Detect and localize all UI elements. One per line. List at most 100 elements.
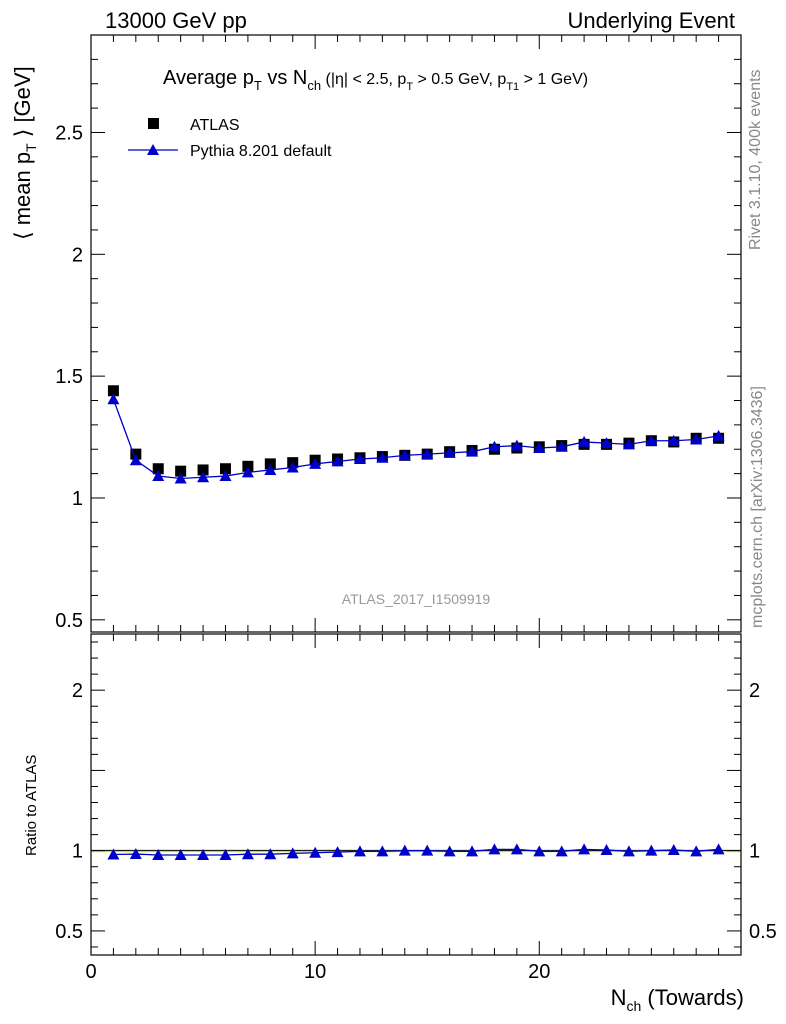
pythia-point bbox=[286, 461, 299, 473]
ratio-ytick-labels: 0.5 0.5 1 1 2 2 bbox=[55, 680, 777, 943]
pythia-point bbox=[578, 435, 591, 447]
main-ytick-labels: 0.5 1 1.5 2 2.5 bbox=[55, 122, 83, 631]
ratio-ytick-label-left: 2 bbox=[72, 680, 83, 702]
ratio-point bbox=[286, 847, 299, 859]
pythia-point bbox=[174, 472, 187, 484]
title-vs: vs N bbox=[262, 67, 308, 89]
legend-pythia-label: Pythia 8.201 default bbox=[190, 143, 332, 160]
xtick-labels: 0 10 20 bbox=[85, 961, 550, 983]
atlas-point bbox=[197, 464, 209, 476]
ratio-point bbox=[398, 844, 411, 856]
ratio-point bbox=[466, 845, 479, 857]
ratio-point bbox=[353, 845, 366, 857]
pythia-point bbox=[107, 393, 120, 405]
pythia-point bbox=[264, 463, 277, 475]
atlas-point bbox=[152, 463, 164, 475]
rivet-label: Rivet 3.1.10, 400k events bbox=[747, 69, 764, 250]
pythia-point bbox=[241, 466, 254, 478]
atlas-point bbox=[175, 465, 187, 477]
ratio-point bbox=[264, 848, 277, 860]
ratio-point bbox=[152, 849, 165, 861]
title-cuts-1: (|η| < 2.5, p bbox=[321, 71, 406, 88]
title-sub-t1: T1 bbox=[506, 81, 519, 93]
title-main: Average p bbox=[163, 67, 254, 89]
ratio-point bbox=[690, 845, 703, 857]
title-cuts-3: > 1 GeV) bbox=[519, 71, 588, 88]
ratio-ytick-label-right: 0.5 bbox=[749, 921, 777, 943]
ratio-point bbox=[129, 848, 142, 860]
main-panel: 0.511.522.5 Average pT vs Nch (|η| < 2.5… bbox=[10, 34, 742, 633]
xtick-label: 0 bbox=[85, 961, 96, 983]
atlas-point bbox=[242, 460, 254, 472]
pythia-point bbox=[555, 440, 568, 452]
ratio-point bbox=[421, 844, 434, 856]
legend-pythia-marker bbox=[147, 144, 159, 155]
pythia-point bbox=[443, 446, 456, 458]
ratio-data-marks bbox=[107, 843, 725, 861]
main-ytick-label: 1 bbox=[72, 488, 83, 510]
ratio-point bbox=[667, 844, 680, 856]
ratio-axis-ticks bbox=[90, 634, 742, 955]
ratio-point bbox=[510, 843, 523, 855]
title-sub-t: T bbox=[254, 78, 262, 93]
pythia-point bbox=[331, 455, 344, 467]
atlas-point bbox=[130, 448, 142, 460]
main-ytick-label: 0.5 bbox=[55, 610, 83, 632]
ratio-point bbox=[219, 849, 232, 861]
ratio-point bbox=[241, 848, 254, 860]
pythia-point bbox=[129, 454, 142, 466]
ratio-ytick-label-right: 1 bbox=[749, 841, 760, 863]
main-ytick-label: 1.5 bbox=[55, 366, 83, 388]
legend-atlas-marker bbox=[148, 118, 159, 129]
ratio-point bbox=[622, 845, 635, 857]
ratio-point bbox=[309, 846, 322, 858]
atlas-point bbox=[219, 463, 231, 475]
xlabel: Nch (Towards) bbox=[611, 985, 744, 1014]
ratio-point bbox=[107, 848, 120, 860]
pythia-point bbox=[466, 445, 479, 457]
ratio-point bbox=[443, 845, 456, 857]
pythia-point bbox=[197, 471, 210, 483]
title-sub-ch: ch bbox=[307, 78, 321, 93]
main-data-marks bbox=[107, 385, 725, 484]
legend: ATLAS Pythia 8.201 default bbox=[128, 117, 332, 160]
pythia-point bbox=[712, 429, 725, 441]
ratio-point bbox=[578, 843, 591, 855]
main-axis-ticks bbox=[90, 34, 742, 632]
ratio-point bbox=[555, 845, 568, 857]
header-right: Underlying Event bbox=[567, 8, 735, 33]
main-ytick-label: 2 bbox=[72, 244, 83, 266]
pythia-point bbox=[488, 440, 501, 452]
ratio-point bbox=[174, 849, 187, 861]
legend-atlas-label: ATLAS bbox=[190, 117, 240, 134]
pythia-point bbox=[398, 449, 411, 461]
title-sub-t-2: T bbox=[406, 81, 413, 93]
ratio-line bbox=[113, 848, 719, 856]
ratio-point bbox=[376, 845, 389, 857]
pythia-point bbox=[152, 470, 165, 482]
ratio-point bbox=[488, 843, 501, 855]
main-ylabel: ⟨ mean pT ⟩ [GeV] bbox=[10, 66, 39, 240]
pythia-point bbox=[510, 439, 523, 451]
ratio-ytick-label-left: 0.5 bbox=[55, 921, 83, 943]
ratio-point bbox=[645, 844, 658, 856]
xtick-label: 10 bbox=[304, 961, 326, 983]
ratio-ylabel: Ratio to ATLAS bbox=[23, 755, 40, 856]
ratio-point bbox=[712, 843, 725, 855]
ratio-point bbox=[533, 845, 546, 857]
analysis-watermark: ATLAS_2017_I1509919 bbox=[342, 591, 491, 607]
atlas-point bbox=[107, 385, 119, 397]
pythia-point bbox=[622, 438, 635, 450]
atlas-point bbox=[264, 458, 276, 470]
mcplots-label: mcplots.cern.ch [arXiv:1306.3436] bbox=[749, 386, 766, 628]
ratio-ytick-label-right: 2 bbox=[749, 680, 760, 702]
ratio-point bbox=[197, 849, 210, 861]
pythia-point bbox=[667, 434, 680, 446]
pythia-line bbox=[112, 399, 719, 480]
pythia-point bbox=[353, 452, 366, 464]
ratio-point bbox=[600, 844, 613, 856]
pythia-point bbox=[376, 451, 389, 463]
pythia-point bbox=[533, 442, 546, 454]
title-cuts-2: > 0.5 GeV, p bbox=[413, 71, 506, 88]
